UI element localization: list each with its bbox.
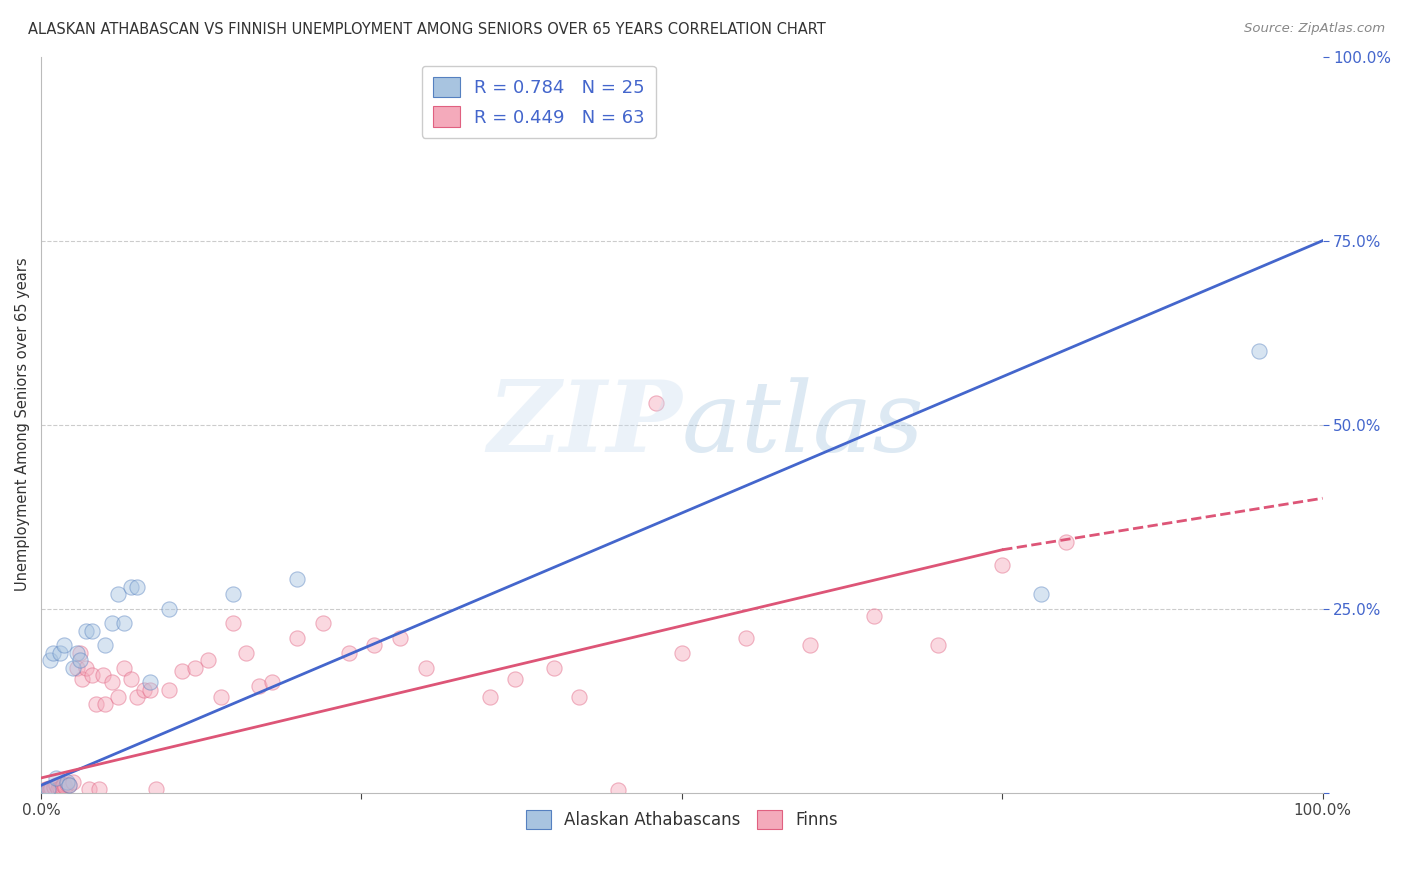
Point <box>37 782 59 797</box>
Point <box>45 771 67 785</box>
Point <box>45 778 67 792</box>
Point <box>46 782 69 797</box>
Point <box>41 781 63 796</box>
Point <box>1247 344 1270 359</box>
Point <box>645 395 668 409</box>
Point <box>66 660 89 674</box>
Y-axis label: Unemployment Among Seniors over 65 years: Unemployment Among Seniors over 65 years <box>15 258 30 591</box>
Text: ZIP: ZIP <box>486 376 682 473</box>
Point <box>735 631 758 645</box>
Point <box>49 780 72 795</box>
Point <box>41 646 63 660</box>
Point <box>312 616 335 631</box>
Point <box>799 639 821 653</box>
Point <box>94 698 117 712</box>
Point <box>55 777 77 791</box>
Point <box>39 782 62 797</box>
Point <box>927 639 949 653</box>
Point <box>132 682 155 697</box>
Point <box>100 616 122 631</box>
Text: atlas: atlas <box>682 377 925 473</box>
Point <box>32 783 55 797</box>
Point <box>112 616 135 631</box>
Point <box>235 646 257 660</box>
Point <box>1054 535 1077 549</box>
Point <box>568 690 591 704</box>
Point <box>58 778 80 792</box>
Point <box>503 672 526 686</box>
Point <box>77 782 100 797</box>
Point <box>58 778 80 792</box>
Point <box>38 781 60 796</box>
Point <box>1029 587 1052 601</box>
Point <box>39 653 62 667</box>
Point <box>75 660 97 674</box>
Point <box>671 646 693 660</box>
Point <box>51 780 73 794</box>
Point <box>606 783 628 797</box>
Point <box>75 624 97 638</box>
Point <box>991 558 1014 572</box>
Point <box>222 616 245 631</box>
Point <box>49 646 72 660</box>
Point <box>100 675 122 690</box>
Point <box>112 660 135 674</box>
Point <box>260 675 283 690</box>
Point <box>94 639 117 653</box>
Point <box>222 587 245 601</box>
Point <box>82 668 104 682</box>
Point <box>82 624 104 638</box>
Point <box>55 774 77 789</box>
Point <box>69 653 91 667</box>
Point <box>91 668 114 682</box>
Point <box>62 660 84 674</box>
Point <box>53 639 76 653</box>
Point <box>120 672 142 686</box>
Point <box>287 631 309 645</box>
Point <box>84 698 107 712</box>
Point <box>197 653 219 667</box>
Point <box>157 601 180 615</box>
Point <box>157 682 180 697</box>
Point <box>478 690 501 704</box>
Point <box>247 679 270 693</box>
Point <box>127 580 149 594</box>
Point <box>363 639 385 653</box>
Point <box>170 664 193 678</box>
Point <box>543 660 565 674</box>
Point <box>388 631 411 645</box>
Legend: Alaskan Athabascans, Finns: Alaskan Athabascans, Finns <box>519 804 845 836</box>
Point <box>42 780 65 794</box>
Point <box>62 774 84 789</box>
Point <box>52 778 75 792</box>
Point <box>66 646 89 660</box>
Point <box>287 572 309 586</box>
Text: ALASKAN ATHABASCAN VS FINNISH UNEMPLOYMENT AMONG SENIORS OVER 65 YEARS CORRELATI: ALASKAN ATHABASCAN VS FINNISH UNEMPLOYME… <box>28 22 825 37</box>
Point <box>139 675 162 690</box>
Point <box>107 587 129 601</box>
Point <box>87 782 110 797</box>
Point <box>35 782 58 797</box>
Point <box>209 690 232 704</box>
Point <box>415 660 437 674</box>
Point <box>55 780 77 794</box>
Point <box>145 782 167 797</box>
Point <box>120 580 142 594</box>
Text: Source: ZipAtlas.com: Source: ZipAtlas.com <box>1244 22 1385 36</box>
Point <box>53 777 76 791</box>
Point <box>70 672 93 686</box>
Point <box>863 609 886 624</box>
Point <box>139 682 162 697</box>
Point <box>127 690 149 704</box>
Point <box>337 646 360 660</box>
Point <box>107 690 129 704</box>
Point <box>184 660 207 674</box>
Point <box>69 646 91 660</box>
Point <box>37 783 59 797</box>
